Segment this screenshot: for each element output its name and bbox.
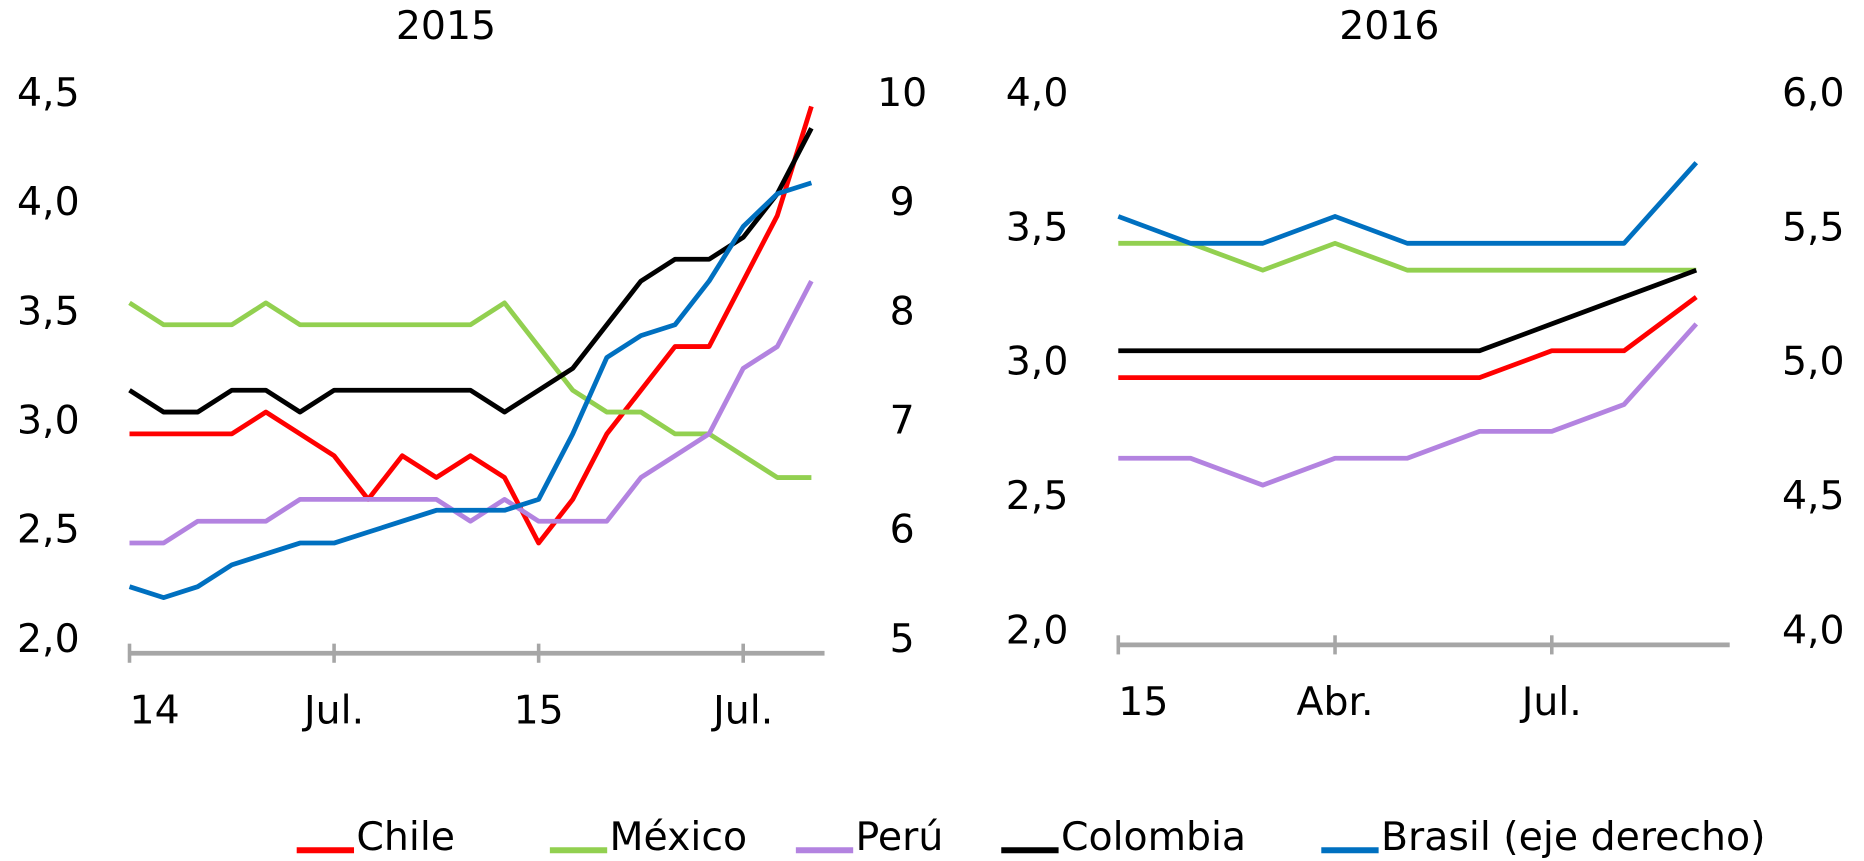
y2-tick-label: 8 xyxy=(890,288,915,334)
y-tick-label: 4,0 xyxy=(17,179,80,225)
series-line xyxy=(1118,267,1698,354)
series-line xyxy=(1118,322,1699,488)
y-tick-label: 2,5 xyxy=(1006,473,1069,519)
chart-title: 2015 xyxy=(396,3,496,49)
series-line xyxy=(129,279,814,546)
x-tick-label: Jul. xyxy=(1519,679,1582,725)
y-tick-label: 3,5 xyxy=(1006,204,1069,250)
series-line xyxy=(128,300,812,480)
y2-tick-label: 5,0 xyxy=(1782,339,1845,385)
y2-tick-label: 10 xyxy=(877,70,927,116)
legend-label: Brasil (eje derecho) xyxy=(1381,814,1765,860)
legend-label: Colombia xyxy=(1061,814,1246,860)
series-line xyxy=(1118,240,1697,273)
x-tick-label: 14 xyxy=(130,687,180,733)
x-tick-label: Abr. xyxy=(1297,679,1374,725)
series-line xyxy=(1118,295,1698,381)
y-tick-label: 2,5 xyxy=(17,507,80,553)
y2-tick-label: 6 xyxy=(890,507,915,553)
x-tick-label: 15 xyxy=(514,687,564,733)
legend-label: México xyxy=(610,814,748,860)
y-tick-label: 4,0 xyxy=(1006,70,1069,116)
y-tick-label: 2,0 xyxy=(1006,607,1069,653)
y-tick-label: 4,5 xyxy=(17,70,80,116)
chart-title: 2016 xyxy=(1339,3,1439,49)
y2-tick-label: 9 xyxy=(890,179,915,225)
series-line xyxy=(128,127,814,415)
x-tick-label: Jul. xyxy=(710,687,773,733)
y-tick-label: 2,0 xyxy=(17,616,80,662)
y2-tick-label: 5 xyxy=(890,616,915,662)
x-tick-label: Jul. xyxy=(301,687,364,733)
y2-tick-label: 5,5 xyxy=(1782,204,1845,250)
x-tick-label: 15 xyxy=(1118,679,1168,725)
y2-tick-label: 6,0 xyxy=(1782,70,1845,116)
y-tick-label: 3,0 xyxy=(17,397,80,443)
y-tick-label: 3,0 xyxy=(1006,339,1069,385)
legend-label: Perú xyxy=(856,814,944,860)
series-line xyxy=(129,105,814,546)
y2-tick-label: 4,5 xyxy=(1782,473,1845,519)
y2-tick-label: 4,0 xyxy=(1782,607,1845,653)
legend-label: Chile xyxy=(356,814,455,860)
series-line xyxy=(1117,161,1699,246)
y-tick-label: 3,5 xyxy=(17,288,80,334)
y2-tick-label: 7 xyxy=(890,397,915,443)
series-line xyxy=(128,180,813,601)
